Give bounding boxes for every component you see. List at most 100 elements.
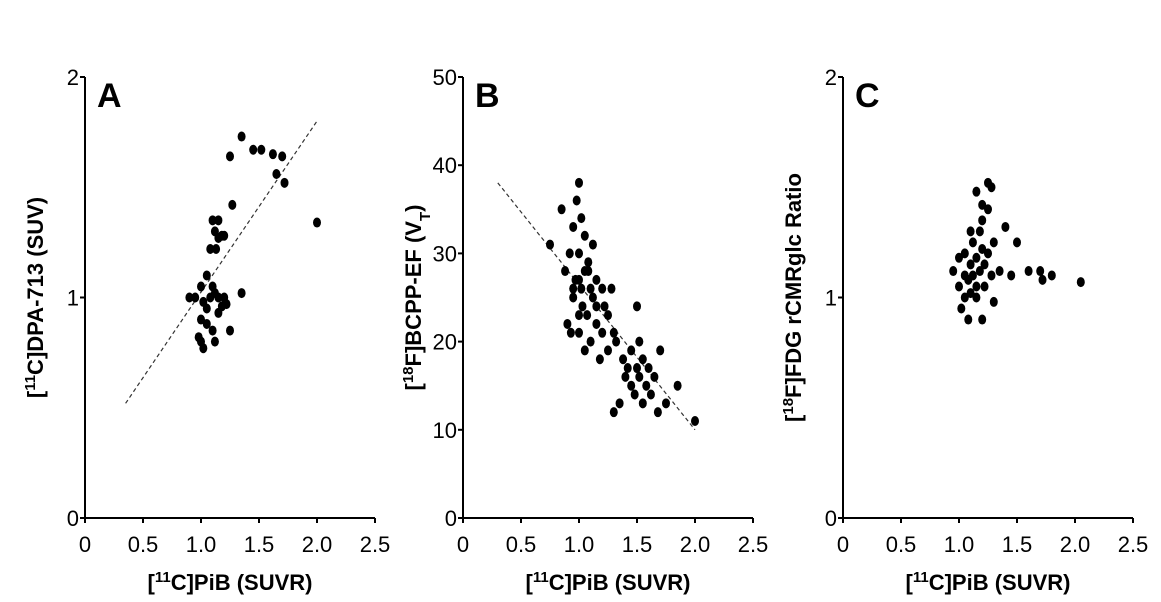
data-point bbox=[972, 281, 981, 292]
data-point bbox=[978, 199, 987, 210]
data-point bbox=[609, 327, 618, 338]
label-part: 11 bbox=[913, 569, 929, 586]
data-point bbox=[569, 292, 578, 303]
data-point bbox=[612, 336, 621, 347]
data-point bbox=[984, 248, 992, 259]
data-point bbox=[561, 266, 570, 277]
data-point bbox=[989, 296, 998, 307]
data-point bbox=[584, 266, 593, 277]
data-point bbox=[984, 204, 992, 215]
label-part: 11 bbox=[22, 375, 39, 391]
data-point bbox=[968, 270, 977, 281]
panel: 0 10 20 30 40 50 0 0.5 1.0 1.5 2.0 2.5 B [11C]PiB (SU… bbox=[400, 65, 769, 595]
panel-label: B bbox=[475, 77, 500, 115]
data-point bbox=[627, 380, 636, 391]
x-tick-label: 0.5 bbox=[128, 532, 159, 557]
data-point bbox=[604, 310, 612, 321]
label-part: [ bbox=[401, 382, 426, 390]
label-part: F]FDG rCMRglc Ratio bbox=[781, 173, 806, 398]
y-tick-label: 0 bbox=[445, 506, 457, 531]
data-point bbox=[975, 226, 984, 237]
data-point bbox=[237, 131, 246, 142]
data-point bbox=[280, 177, 289, 188]
y-axis-label: [18F]FDG rCMRglc Ratio bbox=[780, 173, 807, 422]
data-point bbox=[272, 169, 281, 180]
data-point bbox=[644, 363, 653, 374]
label-part: [ bbox=[148, 570, 156, 595]
label-part: C]PiB (SUVR) bbox=[549, 570, 691, 595]
x-tick-label: 0 bbox=[837, 532, 849, 557]
data-point bbox=[972, 252, 981, 263]
label-part: [ bbox=[906, 570, 914, 595]
data-point bbox=[226, 325, 234, 336]
label-part: 11 bbox=[155, 569, 171, 586]
data-point bbox=[228, 199, 237, 210]
data-point bbox=[580, 230, 589, 241]
data-point bbox=[202, 270, 211, 281]
data-point bbox=[575, 274, 583, 285]
data-point bbox=[575, 310, 583, 321]
label-part: 18 bbox=[780, 398, 797, 415]
data-point bbox=[583, 310, 592, 321]
x-tick-label: 1.5 bbox=[244, 532, 275, 557]
data-point bbox=[569, 283, 578, 294]
x-tick-label: 0 bbox=[457, 532, 469, 557]
data-point bbox=[210, 336, 219, 347]
data-point bbox=[563, 318, 572, 329]
data-point bbox=[978, 215, 987, 226]
data-point bbox=[592, 301, 601, 312]
label-part: 11 bbox=[533, 569, 549, 586]
data-point bbox=[565, 248, 574, 259]
data-point bbox=[949, 266, 958, 277]
label-part: [ bbox=[23, 390, 48, 398]
panel-label: A bbox=[97, 77, 122, 115]
x-axis-label: [11C]PiB (SUVR) bbox=[526, 569, 691, 596]
y-tick-label: 2 bbox=[67, 65, 79, 90]
data-point bbox=[185, 292, 194, 303]
data-point bbox=[673, 380, 682, 391]
data-point bbox=[987, 182, 996, 193]
x-axis-label: [11C]PiB (SUVR) bbox=[906, 569, 1071, 596]
data-point bbox=[1007, 270, 1016, 281]
data-point bbox=[575, 327, 583, 338]
data-point bbox=[600, 301, 609, 312]
data-point bbox=[972, 186, 981, 197]
data-point bbox=[586, 336, 595, 347]
data-point bbox=[577, 283, 586, 294]
y-tick-label: 20 bbox=[433, 330, 457, 355]
data-point bbox=[194, 332, 203, 343]
x-tick-label: 0.5 bbox=[506, 532, 537, 557]
data-point bbox=[966, 288, 975, 299]
data-point bbox=[627, 345, 636, 356]
x-tick-label: 0 bbox=[79, 532, 91, 557]
data-point bbox=[642, 380, 651, 391]
data-point bbox=[212, 243, 221, 254]
data-point bbox=[546, 239, 554, 250]
data-point bbox=[197, 281, 205, 292]
data-point bbox=[995, 266, 1004, 277]
data-point bbox=[650, 371, 659, 382]
data-point bbox=[237, 288, 246, 299]
label-part: C]PiB (SUVR) bbox=[171, 570, 313, 595]
data-point bbox=[586, 283, 595, 294]
data-point bbox=[987, 270, 996, 281]
panel-label: C bbox=[855, 77, 880, 115]
data-point bbox=[202, 318, 211, 329]
label-part: ) bbox=[401, 205, 426, 212]
data-point bbox=[191, 292, 200, 303]
data-point bbox=[960, 292, 969, 303]
label-part: [ bbox=[781, 414, 806, 422]
data-point bbox=[621, 371, 630, 382]
data-point bbox=[257, 144, 266, 155]
data-point bbox=[1013, 237, 1021, 248]
data-point bbox=[955, 281, 963, 292]
label-part: 18 bbox=[400, 366, 417, 383]
data-point bbox=[989, 237, 998, 248]
data-point bbox=[588, 292, 597, 303]
y-tick-label: 1 bbox=[67, 286, 79, 311]
data-point bbox=[604, 345, 612, 356]
data-point bbox=[1038, 274, 1047, 285]
data-point bbox=[957, 303, 966, 314]
data-point bbox=[592, 318, 601, 329]
